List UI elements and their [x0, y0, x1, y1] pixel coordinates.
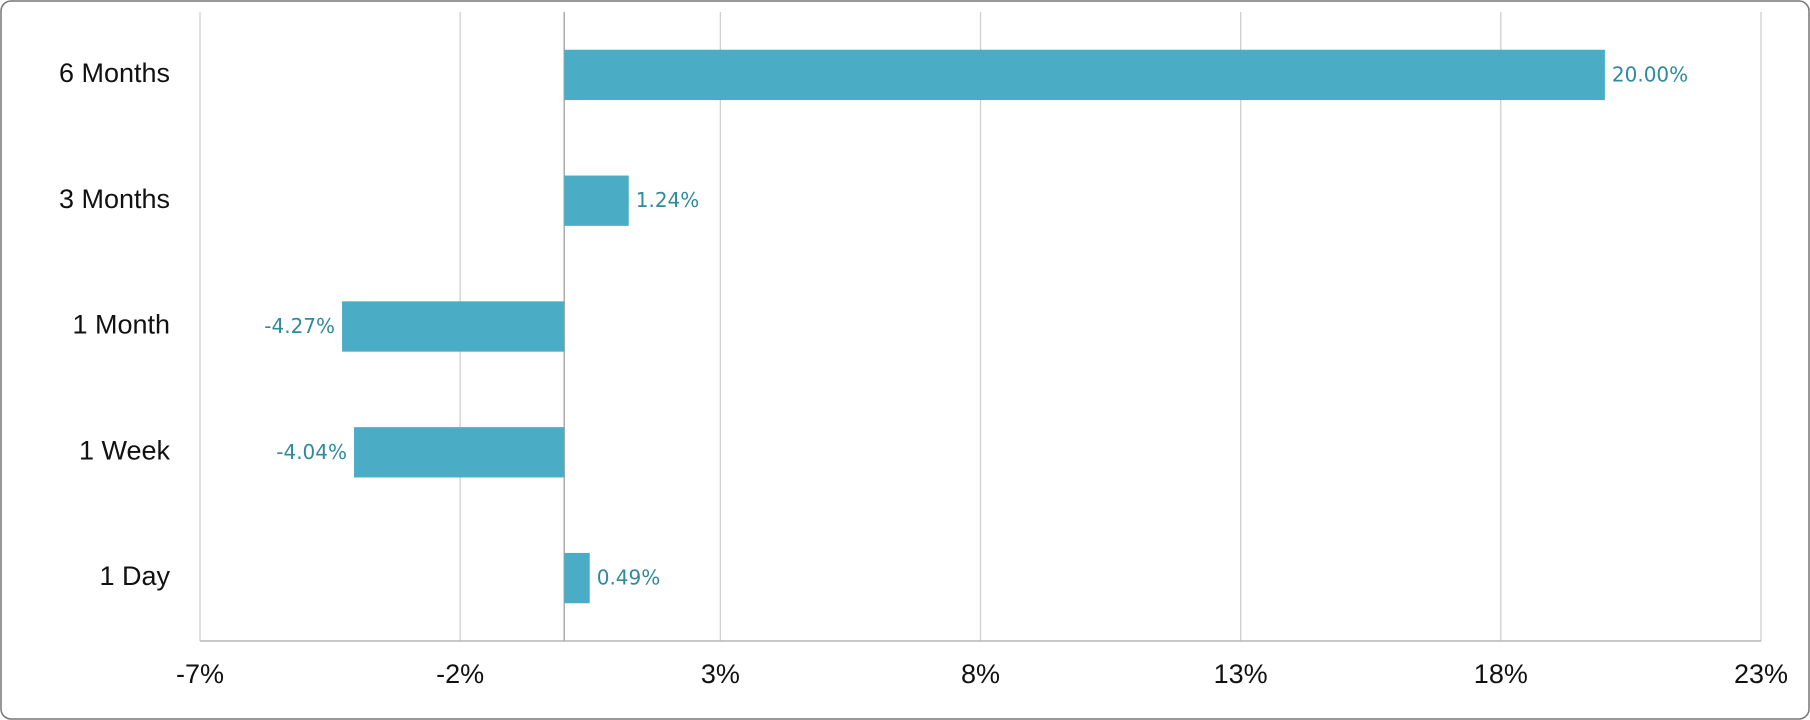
y-tick-label: 3 Months — [59, 184, 170, 214]
y-tick-label: 6 Months — [59, 58, 170, 88]
x-tick-label: 23% — [1734, 659, 1788, 689]
value-label: 1.24% — [636, 188, 700, 212]
x-tick-label: 13% — [1214, 659, 1268, 689]
value-label: 0.49% — [597, 566, 661, 590]
bar — [564, 552, 590, 604]
x-tick-label: 8% — [961, 659, 1000, 689]
value-label: -4.27% — [264, 314, 335, 338]
x-tick-label: -7% — [176, 659, 224, 689]
bar — [342, 301, 565, 352]
x-tick-label: -2% — [436, 659, 484, 689]
x-tick-label: 18% — [1474, 659, 1528, 689]
value-label: 20.00% — [1612, 62, 1688, 86]
bar — [354, 427, 565, 478]
y-tick-label: 1 Day — [99, 561, 170, 591]
bar — [564, 49, 1605, 101]
y-tick-label: 1 Month — [72, 310, 170, 340]
bar — [564, 175, 629, 226]
value-label: -4.04% — [276, 440, 347, 464]
x-tick-label: 3% — [701, 659, 740, 689]
y-tick-label: 1 Week — [79, 435, 171, 465]
